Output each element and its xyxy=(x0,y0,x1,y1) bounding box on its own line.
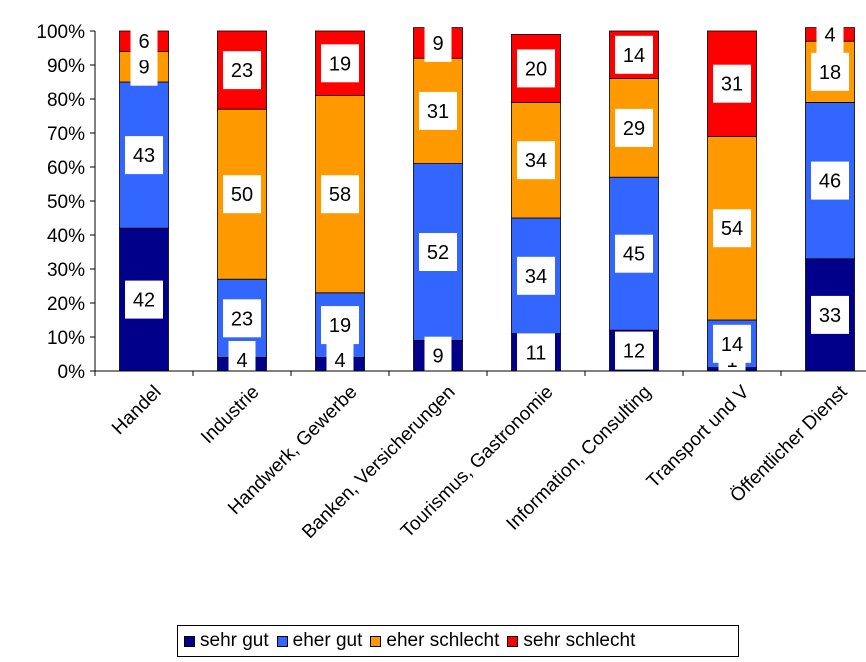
data-label: 50 xyxy=(231,184,253,206)
x-category-label: Handel xyxy=(108,382,165,439)
y-tick-label: 40% xyxy=(47,226,85,247)
data-label: 45 xyxy=(623,244,645,266)
legend-label: eher gut xyxy=(292,630,363,651)
data-label: 23 xyxy=(231,60,253,82)
y-tick-label: 80% xyxy=(47,90,85,111)
y-tick-label: 90% xyxy=(47,56,85,77)
data-label-box xyxy=(125,280,163,319)
data-label-box xyxy=(125,136,163,175)
data-label: 33 xyxy=(819,305,841,327)
y-axis: 0% 10% 20% 30% 40% 50% 60% 70% 80% 90% 100% xyxy=(36,22,96,383)
data-label: 12 xyxy=(623,341,645,363)
data-label-box xyxy=(713,64,751,103)
legend-swatch xyxy=(184,635,195,647)
data-label-box xyxy=(811,295,849,334)
data-label-box xyxy=(424,23,452,62)
data-label-box xyxy=(321,306,359,345)
data-label-box xyxy=(419,91,457,130)
data-label-box xyxy=(615,234,653,273)
data-label: 6 xyxy=(138,31,149,53)
legend-item: sehr gut xyxy=(184,630,269,652)
stacked-bar-chart: 0% 10% 20% 30% 40% 50% 60% 70% 80% 90% 100% 42 43 9 6… xyxy=(36,15,866,543)
data-label: 31 xyxy=(427,101,449,123)
data-label: 4 xyxy=(824,24,835,46)
data-label: 9 xyxy=(432,33,443,55)
data-label-box xyxy=(517,333,555,372)
legend: sehr gut eher gut eher schlecht sehr schlec… xyxy=(177,625,739,657)
data-label: 14 xyxy=(721,334,743,356)
data-label-box xyxy=(419,233,457,271)
data-label-box xyxy=(517,49,555,88)
data-label-box xyxy=(811,161,849,200)
y-tick-label: 60% xyxy=(47,158,85,179)
y-tick-label: 20% xyxy=(47,294,85,315)
data-label: 19 xyxy=(329,315,351,337)
data-label-box xyxy=(321,175,359,214)
data-label: 34 xyxy=(525,150,547,172)
x-category-label: Transport und V xyxy=(643,381,754,492)
data-label: 31 xyxy=(721,74,743,96)
data-label-box xyxy=(326,341,354,379)
y-tick-label: 100% xyxy=(36,22,85,43)
legend-label: eher schlecht xyxy=(386,630,500,651)
legend-label: sehr gut xyxy=(200,630,269,651)
data-label: 19 xyxy=(329,53,351,75)
data-label-box xyxy=(713,209,751,248)
data-label: 4 xyxy=(236,350,247,372)
data-label: 14 xyxy=(623,45,645,67)
legend-swatch xyxy=(276,635,288,647)
y-tick-label: 70% xyxy=(47,124,85,145)
data-label: 18 xyxy=(819,62,841,84)
data-label: 29 xyxy=(623,118,645,140)
data-label-box xyxy=(615,331,653,370)
x-category-label: Industrie xyxy=(197,382,263,448)
data-label: 23 xyxy=(231,308,253,330)
legend-item: eher gut xyxy=(276,630,363,652)
data-label-box xyxy=(615,108,653,147)
data-label: 43 xyxy=(133,145,155,167)
data-label-box xyxy=(228,341,256,379)
data-label: 42 xyxy=(133,290,155,312)
data-label: 4 xyxy=(334,350,345,372)
y-tick-label: 0% xyxy=(58,362,86,383)
data-label-box xyxy=(615,35,653,74)
data-label: 34 xyxy=(525,266,547,288)
data-label-box xyxy=(424,336,452,375)
legend-swatch xyxy=(507,635,519,647)
y-tick-label: 10% xyxy=(47,328,85,349)
data-label-box xyxy=(517,256,555,295)
data-label: 58 xyxy=(329,184,351,206)
data-label: 9 xyxy=(432,346,443,368)
data-label: 9 xyxy=(138,57,149,79)
data-label: 52 xyxy=(427,242,449,264)
y-tick-label: 50% xyxy=(47,192,85,213)
data-label-box xyxy=(811,52,849,91)
data-label: 54 xyxy=(721,218,743,240)
data-label-box xyxy=(223,51,261,90)
data-label: 20 xyxy=(525,58,547,80)
data-label-box xyxy=(130,22,158,61)
legend-item: eher schlecht xyxy=(370,630,499,652)
data-label-box xyxy=(223,299,261,338)
data-labels: 42 43 9 6 4 23 50 23 4 19 58 19 9 52 31 9 11 34 34 20 12 45 29… xyxy=(125,15,849,379)
data-label: 46 xyxy=(819,171,841,193)
data-label-box xyxy=(713,324,751,363)
legend-label: sehr schlecht xyxy=(523,630,636,651)
data-label: 11 xyxy=(526,342,547,364)
y-tick-label: 30% xyxy=(47,260,85,281)
legend-item: sehr schlecht xyxy=(507,630,635,652)
data-label-box xyxy=(321,44,359,83)
data-label-box xyxy=(517,141,555,180)
legend-swatch xyxy=(370,635,382,647)
data-label-box xyxy=(223,175,261,214)
data-label-box xyxy=(816,15,844,54)
